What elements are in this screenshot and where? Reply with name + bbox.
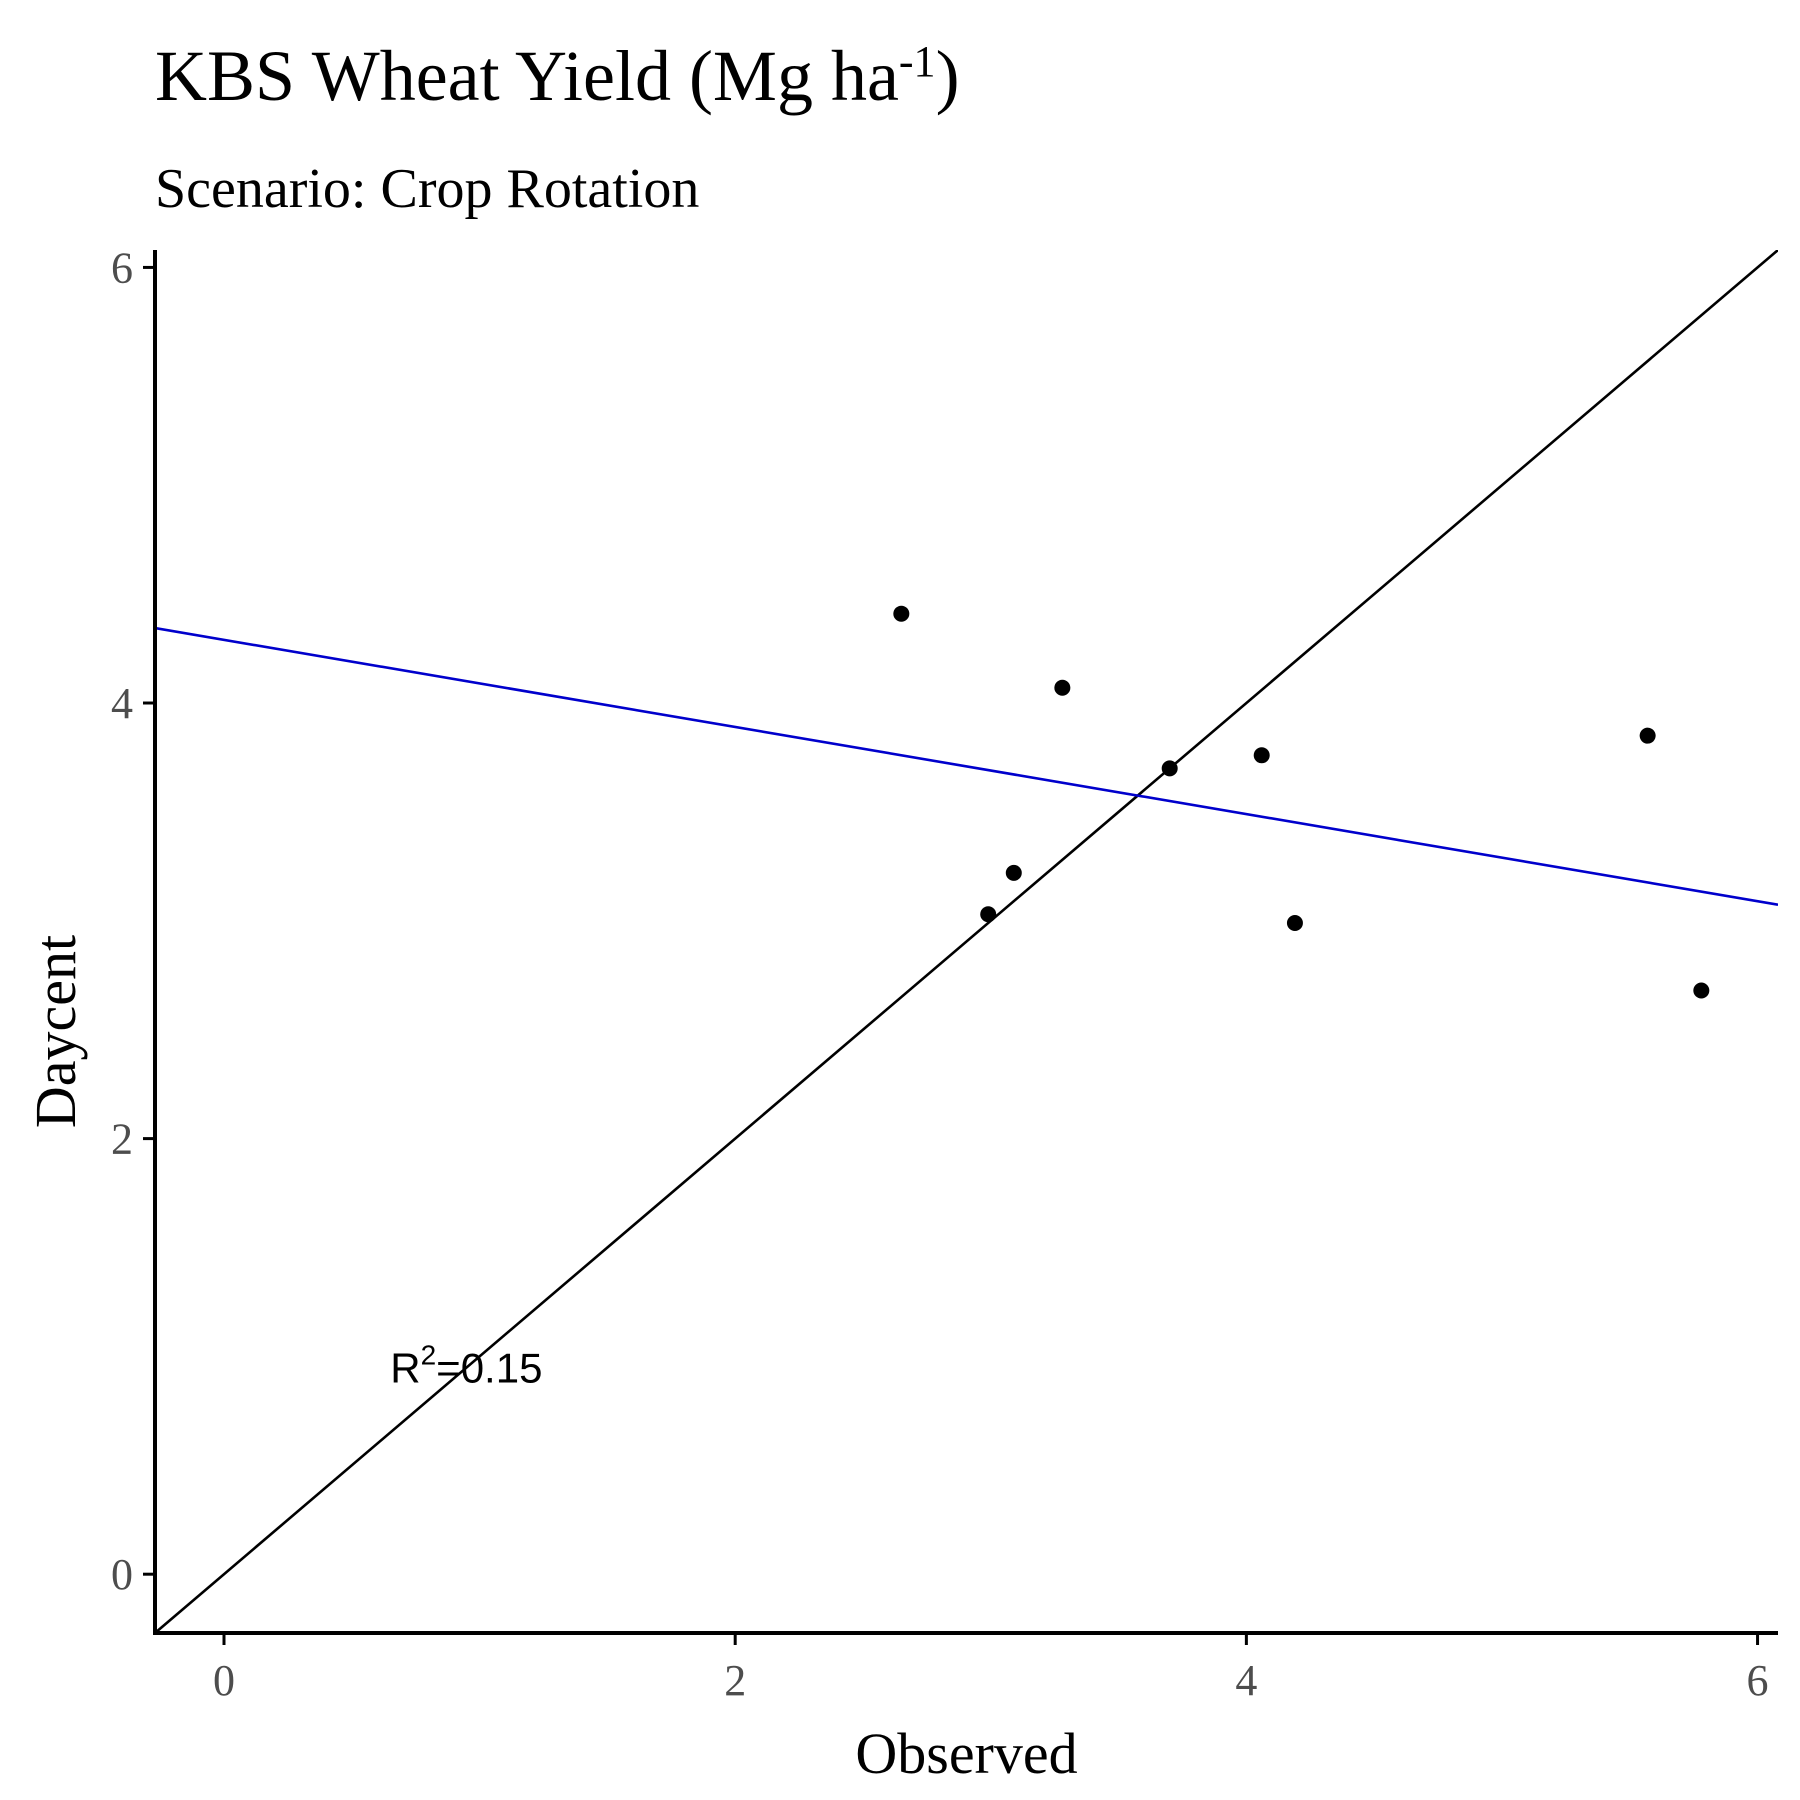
data-point — [1005, 864, 1022, 881]
data-point — [1161, 760, 1178, 777]
r-squared-superscript: 2 — [421, 1339, 437, 1370]
x-tick-label: 6 — [1747, 1656, 1769, 1705]
data-point — [1286, 914, 1303, 931]
data-point — [980, 906, 997, 923]
x-tick-label: 4 — [1235, 1656, 1257, 1705]
y-tick-label: 0 — [111, 1550, 133, 1599]
r-squared-letter: R — [390, 1344, 420, 1391]
x-axis-title: Observed — [855, 1721, 1077, 1786]
data-point — [893, 605, 910, 622]
chart-title-main: KBS Wheat Yield (Mg ha — [155, 36, 899, 116]
y-tick-label: 6 — [111, 243, 133, 292]
data-point — [1693, 982, 1710, 999]
data-point — [1253, 747, 1270, 764]
data-point — [1054, 679, 1071, 696]
r-squared-annotation: R2=0.15 — [390, 1339, 542, 1391]
plot-area — [153, 250, 1778, 1635]
axis-ticks: 0 2 4 6 0 2 4 6 — [111, 243, 1769, 1705]
x-tick-label: 0 — [213, 1656, 235, 1705]
chart-title-suffix: ) — [936, 36, 960, 116]
chart-title: KBS Wheat Yield (Mg ha-1) — [155, 36, 960, 116]
chart-title-superscript: -1 — [899, 37, 936, 86]
one-to-one-line — [155, 250, 1778, 1633]
r-squared-value: =0.15 — [436, 1344, 542, 1391]
chart-subtitle: Scenario: Crop Rotation — [155, 158, 699, 220]
y-tick-label: 4 — [111, 679, 133, 728]
y-axis-title: Daycent — [23, 935, 88, 1128]
regression-line — [155, 626, 1778, 906]
x-tick-label: 2 — [724, 1656, 746, 1705]
y-tick-label: 2 — [111, 1115, 133, 1164]
data-points — [893, 605, 1710, 999]
data-point — [1639, 727, 1656, 744]
